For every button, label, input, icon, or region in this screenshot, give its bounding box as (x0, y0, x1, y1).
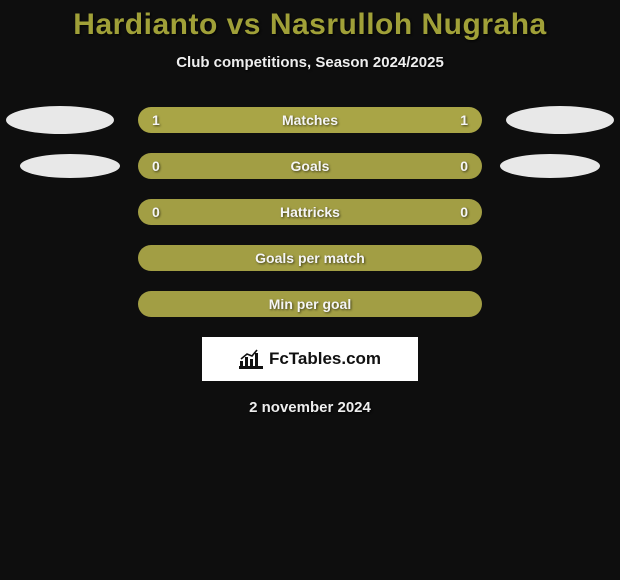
logo-box: FcTables.com (202, 337, 418, 381)
stat-bar: Goals per match (138, 245, 482, 271)
stat-bar: 1 Matches 1 (138, 107, 482, 133)
chart-icon (239, 349, 263, 369)
stat-left-value: 0 (152, 204, 160, 220)
stat-label: Goals (291, 158, 330, 174)
logo-text: FcTables.com (269, 349, 381, 369)
stat-label: Matches (282, 112, 338, 128)
stat-bar: 0 Hattricks 0 (138, 199, 482, 225)
stats-area: 1 Matches 1 0 Goals 0 0 Hattricks 0 (0, 107, 620, 317)
date-text: 2 november 2024 (0, 399, 620, 416)
stat-row-hattricks: 0 Hattricks 0 (0, 199, 620, 225)
stat-row-goals: 0 Goals 0 (0, 153, 620, 179)
ellipse-decor (500, 154, 600, 178)
stat-row-matches: 1 Matches 1 (0, 107, 620, 133)
stat-right-value: 0 (460, 204, 468, 220)
stat-left-value: 0 (152, 158, 160, 174)
stat-bar: 0 Goals 0 (138, 153, 482, 179)
ellipse-decor (506, 106, 614, 134)
comparison-card: Hardianto vs Nasrulloh Nugraha Club comp… (0, 0, 620, 416)
stat-left-value: 1 (152, 112, 160, 128)
stat-bar: Min per goal (138, 291, 482, 317)
stat-label: Goals per match (255, 250, 365, 266)
subtitle: Club competitions, Season 2024/2025 (0, 54, 620, 71)
stat-label: Hattricks (280, 204, 340, 220)
page-title: Hardianto vs Nasrulloh Nugraha (0, 8, 620, 42)
ellipse-decor (20, 154, 120, 178)
stat-row-goals-per-match: Goals per match (0, 245, 620, 271)
ellipse-decor (6, 106, 114, 134)
stat-right-value: 1 (460, 112, 468, 128)
stat-row-min-per-goal: Min per goal (0, 291, 620, 317)
stat-label: Min per goal (269, 296, 351, 312)
stat-right-value: 0 (460, 158, 468, 174)
